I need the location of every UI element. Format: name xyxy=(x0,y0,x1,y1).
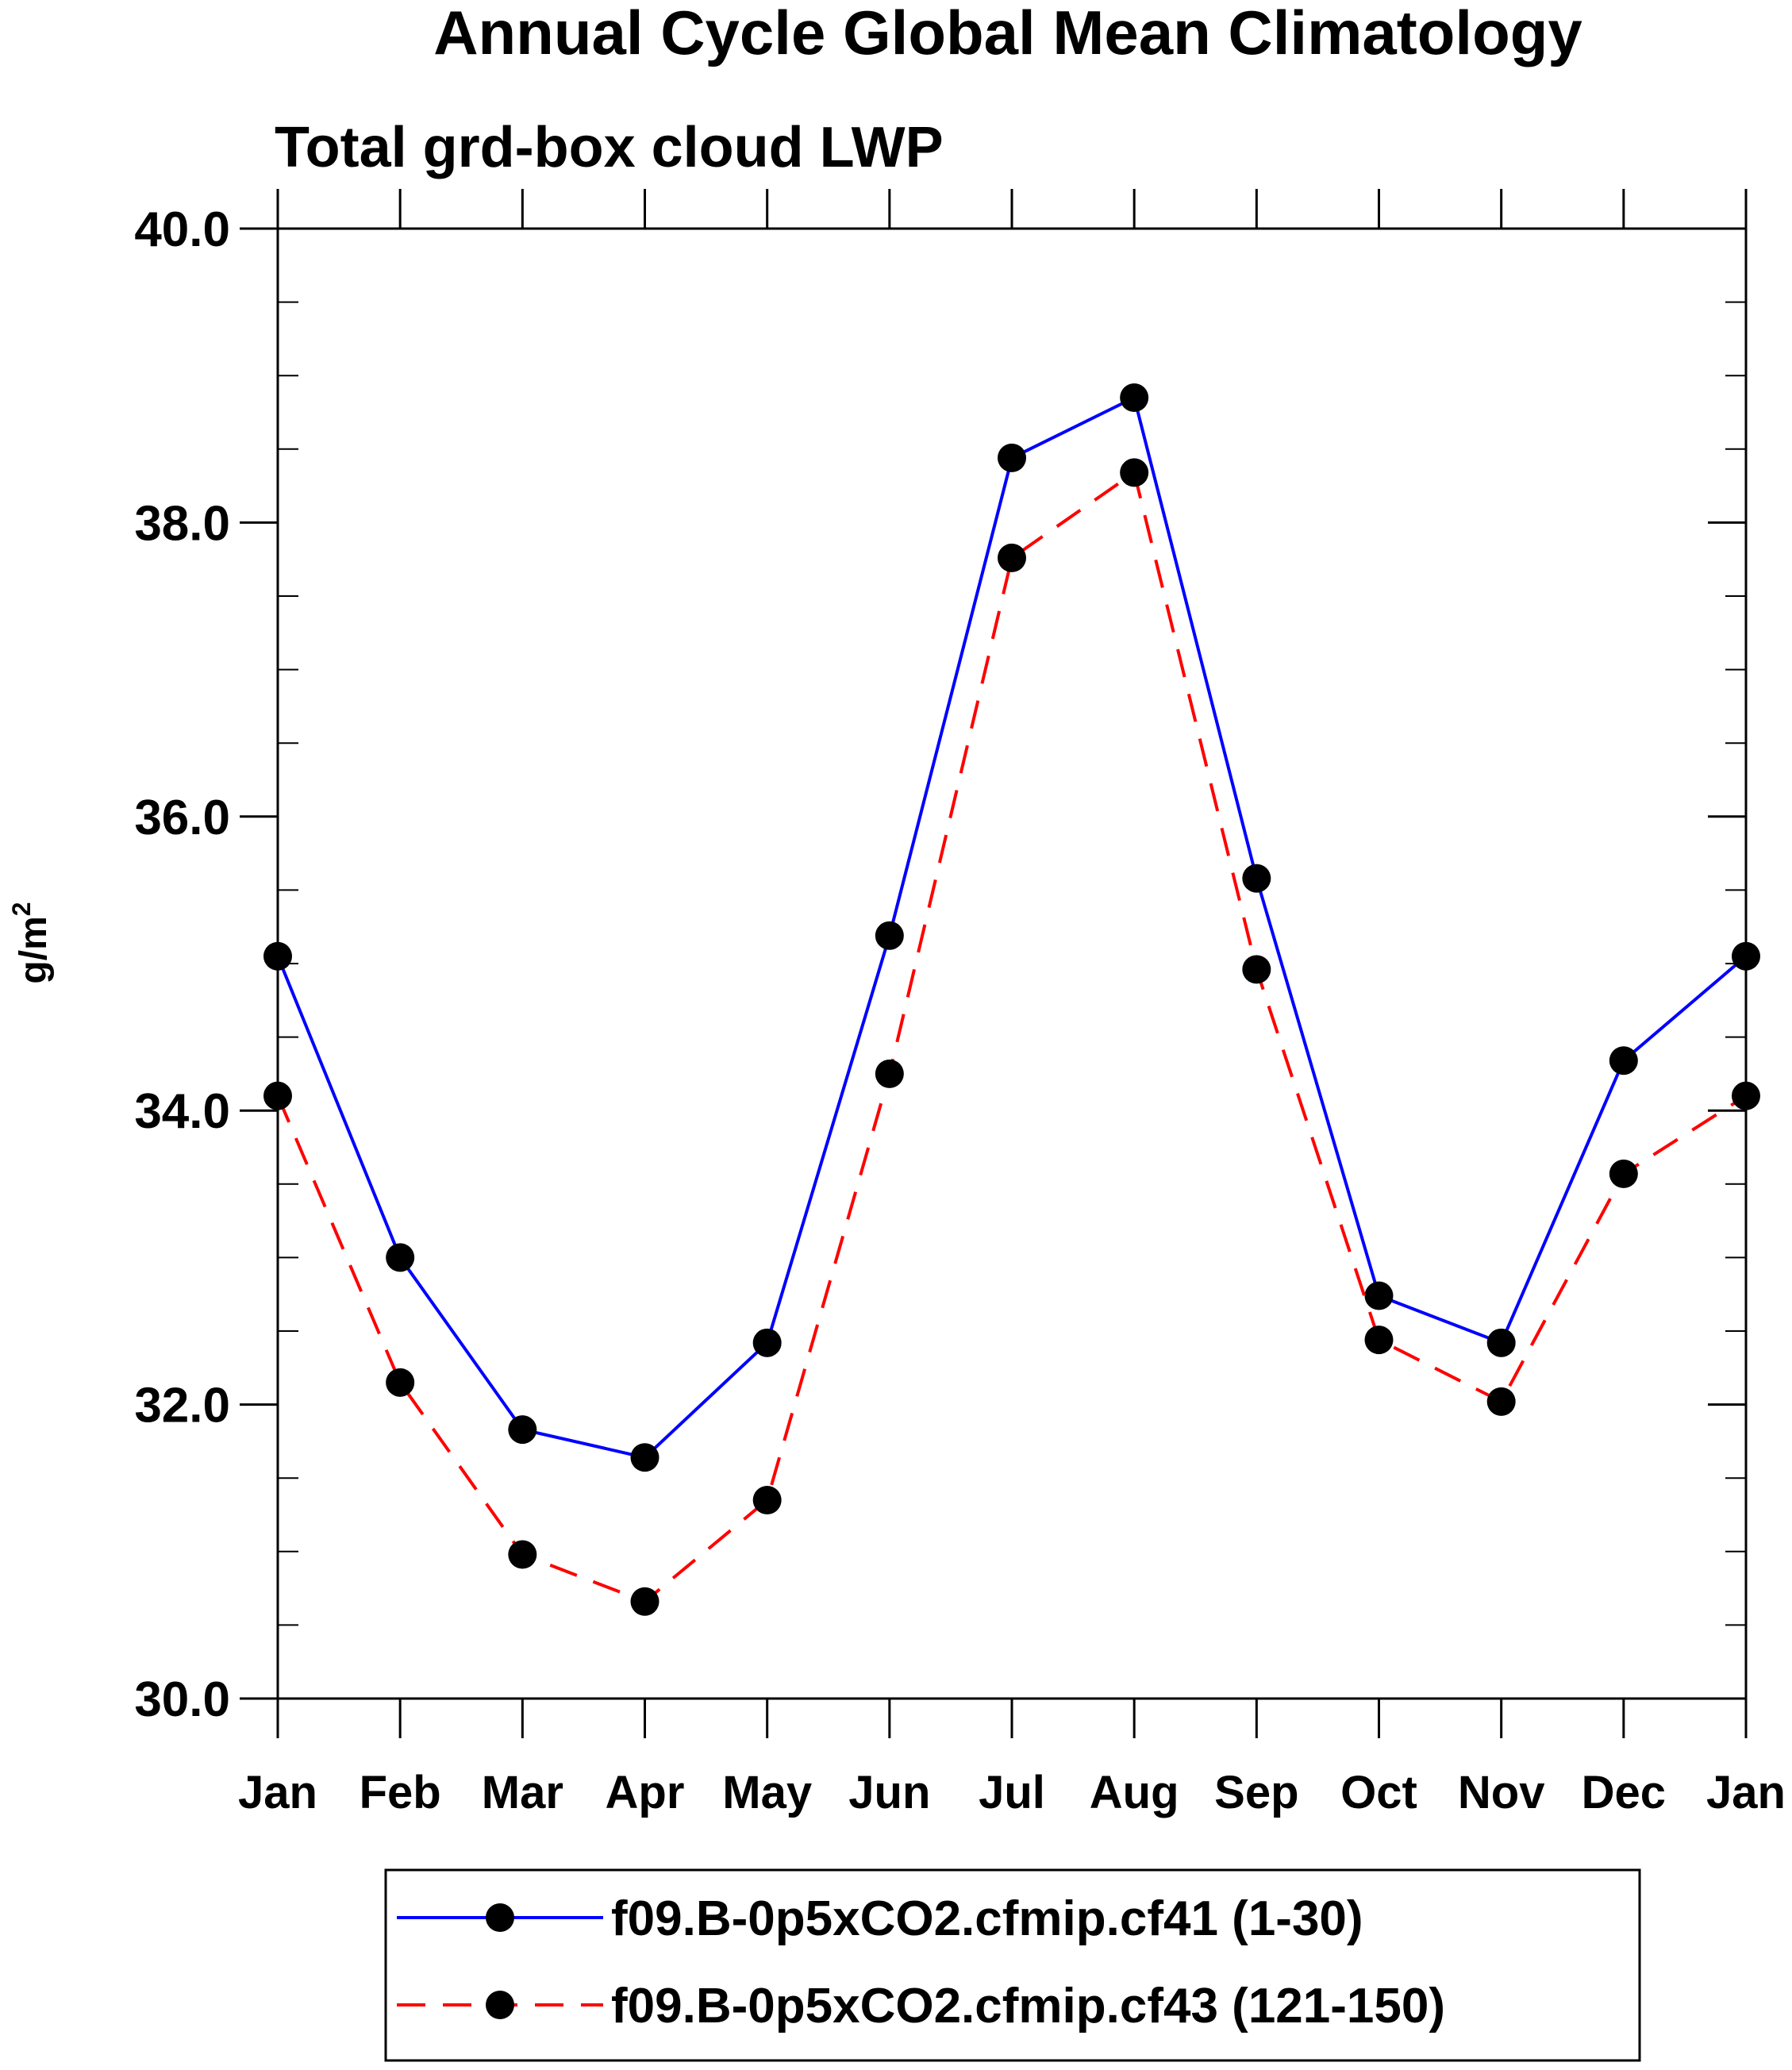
x-tick-label: May xyxy=(722,1767,812,1818)
data-point xyxy=(1609,1046,1638,1075)
data-point xyxy=(998,443,1026,472)
chart-title: Annual Cycle Global Mean Climatology xyxy=(433,0,1582,67)
legend-swatch-marker xyxy=(486,1903,514,1932)
data-point xyxy=(752,1485,782,1514)
y-axis-label-text: g/m xyxy=(13,916,55,983)
x-tick-label: Apr xyxy=(606,1767,685,1818)
y-tick-label: 30.0 xyxy=(134,1672,230,1727)
data-point xyxy=(1609,1159,1638,1188)
data-point xyxy=(998,543,1026,572)
x-tick-label: Jan xyxy=(1706,1767,1786,1818)
data-point xyxy=(1120,458,1149,487)
data-point xyxy=(1242,864,1271,893)
x-tick-label: Nov xyxy=(1458,1767,1545,1818)
y-tick-label: 40.0 xyxy=(134,202,230,257)
data-point xyxy=(630,1587,660,1616)
data-point xyxy=(263,941,292,971)
data-point xyxy=(1486,1387,1516,1416)
x-tick-label: Sep xyxy=(1214,1767,1298,1818)
x-tick-label: Feb xyxy=(360,1767,441,1818)
y-axis-label: g/m2 xyxy=(7,902,55,983)
y-tick-label: 36.0 xyxy=(134,791,230,845)
data-point xyxy=(1242,955,1271,984)
x-tick-label: Jul xyxy=(979,1767,1045,1818)
chart-subtitle: Total grd-box cloud LWP xyxy=(275,116,944,179)
x-tick-label: Jun xyxy=(848,1767,930,1818)
y-axis-label-superscript: 2 xyxy=(7,902,36,916)
data-point xyxy=(1732,941,1760,971)
data-point xyxy=(1120,383,1149,412)
series-layer xyxy=(263,383,1760,1616)
series-line xyxy=(276,470,1748,1604)
data-point xyxy=(1364,1281,1394,1310)
data-point xyxy=(875,921,904,950)
data-point xyxy=(752,1328,782,1357)
legend-box xyxy=(384,1868,1641,2062)
legend-label: f09.B-0p5xCO2.cfmip.cf41 (1-30) xyxy=(611,1891,1363,1946)
x-tick-label: Oct xyxy=(1340,1767,1417,1818)
x-tick-label: Jan xyxy=(238,1767,317,1818)
x-tick-label: Dec xyxy=(1582,1767,1666,1818)
y-tick-label: 34.0 xyxy=(134,1084,230,1139)
x-tick-label: Mar xyxy=(482,1767,563,1818)
legend-entries: f09.B-0p5xCO2.cfmip.cf41 (1-30) f09.B-0p5… xyxy=(397,1891,1445,2033)
data-point xyxy=(386,1243,415,1272)
data-point xyxy=(508,1540,537,1569)
axes: 30.0 32.0 34.0 36.0 38.0 40.0 Jan Feb Mar Apr May J… xyxy=(134,189,1786,1818)
x-tick-label: Aug xyxy=(1090,1767,1179,1818)
legend-label: f09.B-0p5xCO2.cfmip.cf43 (121-150) xyxy=(611,1979,1445,2033)
data-point xyxy=(1486,1328,1516,1357)
legend: f09.B-0p5xCO2.cfmip.cf41 (1-30) f09.B-0p5… xyxy=(384,1868,1641,2062)
data-point xyxy=(508,1415,537,1445)
legend-swatch-marker xyxy=(486,1991,514,2019)
data-point xyxy=(263,1081,292,1110)
data-point xyxy=(386,1368,415,1397)
data-point xyxy=(1732,1081,1760,1110)
y-tick-label: 38.0 xyxy=(134,496,230,551)
y-tick-label: 32.0 xyxy=(134,1379,230,1433)
data-point xyxy=(1364,1325,1394,1355)
data-point xyxy=(875,1059,904,1088)
data-point xyxy=(630,1443,660,1472)
